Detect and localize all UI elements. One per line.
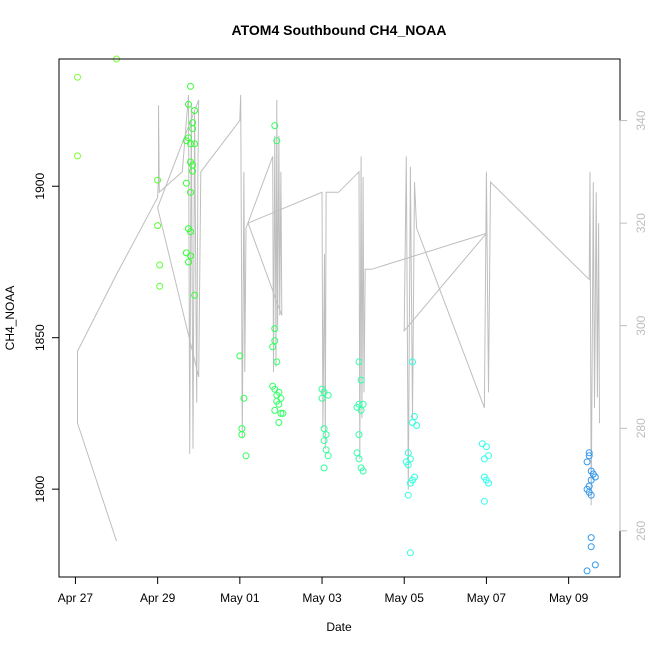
x-tick-label: Apr 29 xyxy=(140,591,176,605)
x-tick-label: May 09 xyxy=(549,591,589,605)
data-point xyxy=(587,476,595,484)
data-point xyxy=(189,125,197,133)
y2-axis: 260 280 300 320 340 xyxy=(619,110,648,541)
data-point xyxy=(357,376,365,384)
x-tick-label: May 05 xyxy=(385,591,425,605)
data-point xyxy=(359,400,367,408)
y-axis: 1800 1850 1900 xyxy=(33,173,60,503)
data-point xyxy=(355,358,363,366)
x-axis-label: Date xyxy=(326,620,352,634)
data-point xyxy=(156,282,164,290)
data-point xyxy=(191,107,199,114)
data-point xyxy=(240,394,248,402)
data-point xyxy=(583,458,591,466)
data-point xyxy=(322,446,330,454)
data-point xyxy=(271,122,279,130)
data-point xyxy=(587,543,595,551)
data-point xyxy=(187,252,194,260)
data-point xyxy=(404,449,412,457)
data-point xyxy=(187,82,194,90)
y2-tick-label: 320 xyxy=(634,213,648,233)
data-point xyxy=(182,179,190,187)
data-point xyxy=(275,419,283,426)
point-series xyxy=(74,55,599,575)
data-point xyxy=(587,534,595,542)
data-point xyxy=(355,431,363,439)
data-point xyxy=(355,455,363,463)
data-point xyxy=(585,449,593,457)
x-tick-label: May 07 xyxy=(467,591,507,605)
data-point xyxy=(485,479,492,487)
data-point xyxy=(271,406,279,414)
data-point xyxy=(320,437,328,445)
data-point xyxy=(74,73,81,81)
data-point xyxy=(154,222,162,230)
data-point xyxy=(324,391,332,399)
data-point xyxy=(277,409,285,417)
y2-tick-label: 340 xyxy=(634,110,648,130)
data-point xyxy=(357,406,365,414)
x-axis: Apr 27 Apr 29 May 01 May 03 May 05 May 07 May … xyxy=(58,576,589,605)
x-tick-label: Apr 27 xyxy=(58,591,94,605)
x-tick-label: May 03 xyxy=(302,591,342,605)
data-point xyxy=(187,228,194,236)
data-point xyxy=(406,549,414,557)
data-point xyxy=(187,188,194,196)
data-point xyxy=(583,567,591,575)
data-point xyxy=(322,431,330,439)
data-point xyxy=(238,431,246,439)
data-point xyxy=(359,467,367,475)
data-point xyxy=(585,452,593,460)
data-point xyxy=(187,140,194,148)
data-point xyxy=(273,137,281,145)
data-point xyxy=(324,452,332,460)
data-point xyxy=(185,258,192,266)
data-point xyxy=(485,452,492,460)
data-point xyxy=(404,491,412,499)
y-tick-label: 1900 xyxy=(33,173,47,200)
data-point xyxy=(591,561,599,569)
data-point xyxy=(271,337,279,345)
data-point xyxy=(482,443,490,451)
data-point xyxy=(273,358,281,366)
y-axis-label: CH4_NOAA xyxy=(3,286,17,351)
data-point xyxy=(242,452,250,460)
data-point xyxy=(587,491,595,499)
data-point xyxy=(320,464,328,472)
line-series xyxy=(77,94,600,542)
data-point xyxy=(191,291,199,299)
data-point xyxy=(409,358,416,366)
data-point xyxy=(404,461,412,469)
data-point xyxy=(411,413,418,420)
y-tick-label: 1850 xyxy=(33,324,47,351)
y2-tick-label: 280 xyxy=(634,418,648,438)
data-point xyxy=(156,261,164,269)
data-point xyxy=(154,176,162,184)
data-point xyxy=(318,394,326,402)
data-point xyxy=(236,352,244,360)
data-point xyxy=(413,422,421,429)
data-point xyxy=(271,325,279,333)
y2-tick-label: 260 xyxy=(634,521,648,541)
data-point xyxy=(480,497,488,505)
data-point xyxy=(269,343,277,351)
data-point xyxy=(279,409,287,417)
data-point xyxy=(191,140,199,148)
series-line xyxy=(77,94,600,542)
data-point xyxy=(353,449,361,457)
data-point xyxy=(320,425,328,433)
chart-title: ATOM4 Southbound CH4_NOAA xyxy=(232,22,447,38)
x-tick-label: May 01 xyxy=(220,591,260,605)
data-point xyxy=(74,152,81,160)
data-point xyxy=(185,100,192,108)
data-point xyxy=(275,400,283,408)
data-point xyxy=(189,167,197,175)
y2-tick-label: 300 xyxy=(634,315,648,335)
y-tick-label: 1800 xyxy=(33,475,47,502)
data-point xyxy=(406,479,414,487)
